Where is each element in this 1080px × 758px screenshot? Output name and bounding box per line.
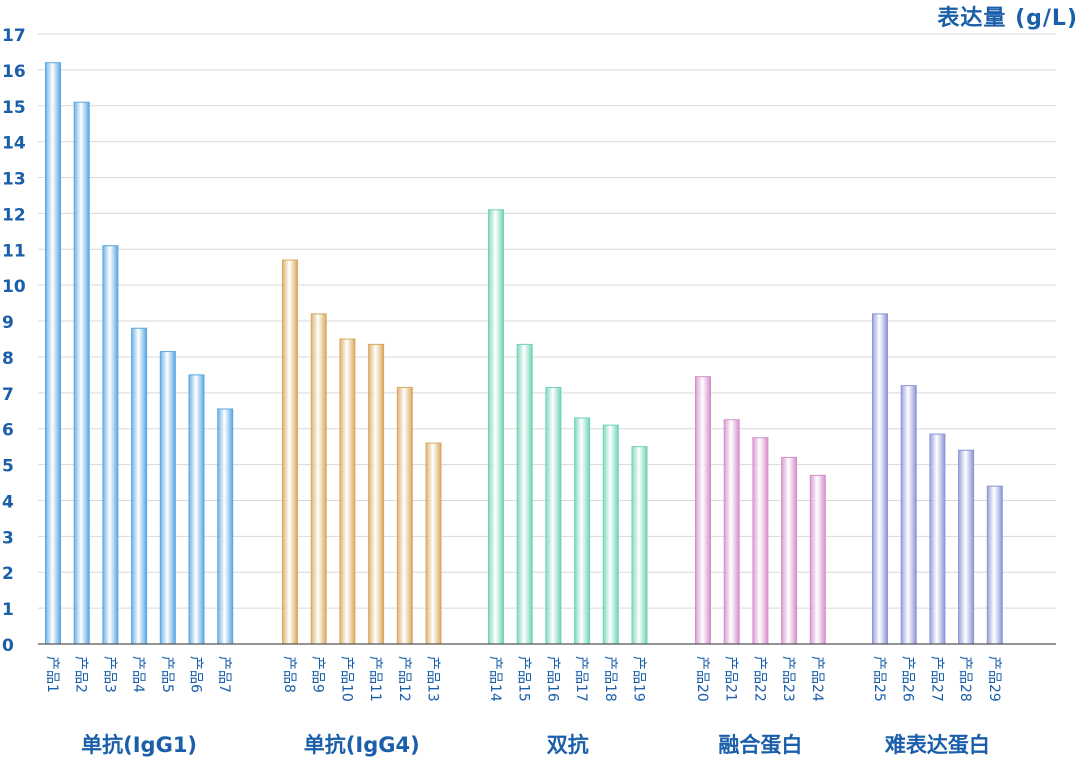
bar xyxy=(73,101,90,645)
x-tick-label: 产品5 xyxy=(159,656,175,693)
x-tick-label: 产品7 xyxy=(216,656,232,693)
group-label: 单抗(IgG4) xyxy=(304,733,420,757)
bar xyxy=(900,385,917,645)
bar xyxy=(809,474,826,645)
y-tick-label: 0 xyxy=(2,636,14,656)
x-tick-label: 产品18 xyxy=(602,656,618,702)
y-tick-label: 17 xyxy=(2,26,26,46)
y-tick-label: 12 xyxy=(2,205,26,225)
x-tick-label: 产品17 xyxy=(573,656,589,702)
bar xyxy=(631,446,648,645)
y-tick-label: 14 xyxy=(2,134,26,154)
y-tick-label: 8 xyxy=(2,349,14,369)
bar xyxy=(131,327,148,645)
x-tick-label: 产品21 xyxy=(723,656,739,702)
x-tick-label: 产品4 xyxy=(130,656,146,693)
y-tick-label: 1 xyxy=(2,600,14,620)
y-tick-label: 9 xyxy=(2,313,14,333)
bar xyxy=(396,386,413,645)
x-tick-label: 产品25 xyxy=(871,656,887,702)
bar xyxy=(425,442,442,645)
x-tick-label: 产品9 xyxy=(310,656,326,693)
x-tick-label: 产品20 xyxy=(694,656,710,702)
x-tick-label: 产品28 xyxy=(957,656,973,702)
y-tick-label: 16 xyxy=(2,62,26,82)
y-tick-label: 11 xyxy=(2,241,26,261)
bar xyxy=(872,313,888,645)
x-tick-label: 产品19 xyxy=(631,656,647,702)
bar xyxy=(602,424,619,645)
x-tick-label: 产品29 xyxy=(986,656,1002,702)
bar xyxy=(217,408,234,645)
x-tick-label: 产品3 xyxy=(101,656,117,693)
bar xyxy=(723,419,740,645)
bar xyxy=(488,209,504,645)
bar xyxy=(986,485,1003,645)
x-tick-label: 产品13 xyxy=(425,656,441,702)
bar xyxy=(282,259,298,645)
x-tick-label: 产品11 xyxy=(367,656,383,702)
bar xyxy=(545,386,562,645)
x-tick-label: 产品24 xyxy=(809,656,825,702)
x-tick-label: 产品2 xyxy=(73,656,89,693)
x-tick-label: 产品10 xyxy=(338,656,354,702)
bar xyxy=(310,313,327,645)
group-labels: 单抗(IgG1) 单抗(IgG4) 双抗 融合蛋白 难表达蛋白 xyxy=(81,733,990,757)
bar xyxy=(781,456,798,645)
x-tick-label: 产品16 xyxy=(544,656,560,702)
x-tick-label: 产品12 xyxy=(396,656,412,702)
x-tick-label: 产品6 xyxy=(188,656,204,693)
bar xyxy=(45,62,61,645)
group-label: 难表达蛋白 xyxy=(884,733,990,757)
y-tick-label: 2 xyxy=(2,564,14,584)
y-tick-label: 5 xyxy=(2,457,14,477)
bar xyxy=(574,417,591,645)
x-tick-label: 产品23 xyxy=(780,656,796,702)
y-tick-label: 3 xyxy=(2,528,14,548)
y-tick-label: 4 xyxy=(2,492,14,512)
bar xyxy=(102,245,119,645)
y-tick-label: 13 xyxy=(2,170,26,190)
bar xyxy=(188,374,205,645)
x-tick-label: 产品15 xyxy=(516,656,532,702)
bar xyxy=(516,343,533,645)
bar xyxy=(159,351,176,645)
bar xyxy=(958,449,975,645)
x-tick-label: 产品22 xyxy=(751,656,767,702)
y-axis-unit-label: 表达量 (g/L) xyxy=(937,6,1078,31)
bar xyxy=(695,376,711,645)
y-tick-label: 15 xyxy=(2,98,26,118)
x-tick-label: 产品14 xyxy=(487,656,503,702)
bar xyxy=(339,338,356,645)
group-label: 融合蛋白 xyxy=(718,733,802,757)
x-tick-label: 产品26 xyxy=(900,656,916,702)
y-tick-label: 7 xyxy=(2,385,14,405)
x-tick-label: 产品27 xyxy=(928,656,944,702)
x-tick-label: 产品8 xyxy=(281,656,297,693)
bars xyxy=(45,62,1003,645)
bar xyxy=(368,343,385,645)
y-tick-label: 10 xyxy=(2,277,26,297)
x-tick-label: 产品1 xyxy=(44,656,60,693)
x-axis-labels: 产品1 产品2 产品3 产品4 产品5 产品6 产品7 产品8 产品9 产品10 产品11 产品12 产… xyxy=(44,656,1002,702)
bar xyxy=(752,437,769,645)
y-tick-label: 6 xyxy=(2,421,14,441)
bar xyxy=(929,433,946,645)
group-label: 单抗(IgG1) xyxy=(81,733,197,757)
group-label: 双抗 xyxy=(547,733,589,757)
